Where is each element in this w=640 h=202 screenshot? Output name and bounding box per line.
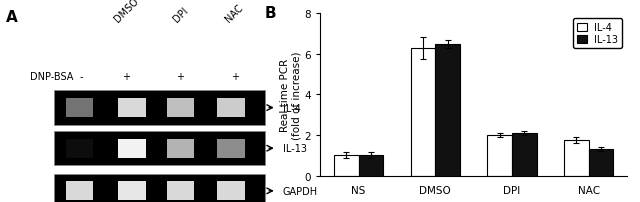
Text: -: - — [79, 72, 83, 82]
Bar — [54, 131, 265, 166]
Bar — [218, 139, 244, 158]
Bar — [167, 99, 194, 118]
Bar — [66, 99, 93, 118]
Bar — [512, 133, 536, 176]
Legend: IL-4, IL-13: IL-4, IL-13 — [573, 19, 622, 48]
Y-axis label: Real time PCR
(fold of increase): Real time PCR (fold of increase) — [280, 51, 301, 139]
Text: +: + — [122, 72, 131, 82]
Bar — [118, 99, 146, 118]
Bar — [435, 44, 460, 176]
Bar — [54, 174, 265, 202]
Bar — [334, 156, 358, 176]
Text: A: A — [6, 10, 18, 25]
Bar — [66, 181, 93, 200]
Text: DNP-BSA: DNP-BSA — [30, 72, 74, 82]
Bar — [218, 181, 244, 200]
Bar — [411, 48, 435, 176]
Text: NAC: NAC — [224, 3, 246, 24]
Text: +: + — [177, 72, 184, 82]
Bar — [66, 139, 93, 158]
Bar — [488, 135, 512, 176]
Bar — [54, 91, 265, 125]
Bar — [118, 139, 146, 158]
Text: +: + — [230, 72, 239, 82]
Text: DMSO: DMSO — [112, 0, 140, 24]
Text: DPI: DPI — [171, 6, 190, 24]
Bar — [564, 140, 589, 176]
Text: IL-13: IL-13 — [283, 143, 307, 154]
Text: IL-4: IL-4 — [283, 103, 301, 113]
Bar — [358, 156, 383, 176]
Bar — [118, 181, 146, 200]
Text: B: B — [265, 6, 276, 21]
Bar — [167, 181, 194, 200]
Bar — [167, 139, 194, 158]
Bar — [218, 99, 244, 118]
Bar — [589, 149, 613, 176]
Text: GAPDH: GAPDH — [283, 186, 318, 196]
